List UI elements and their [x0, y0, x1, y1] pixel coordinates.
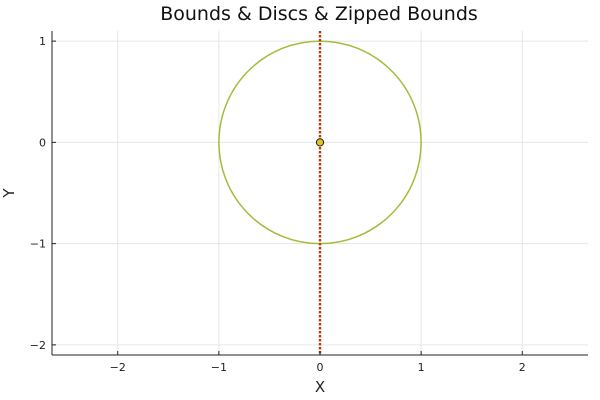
y-tick-label: −1 [30, 238, 46, 251]
bounds-point [315, 138, 325, 147]
x-tick-label: −1 [211, 361, 227, 374]
y-tick-label: 0 [39, 136, 46, 149]
y-axis-label: Y [0, 188, 18, 199]
x-tick-label: 2 [519, 361, 526, 374]
x-tick-label: −2 [110, 361, 126, 374]
x-tick-label: 0 [317, 361, 324, 374]
chart-title: Bounds & Discs & Zipped Bounds [160, 3, 478, 25]
axes: −2 −1 0 1 2 −2 −1 0 1 [30, 31, 588, 374]
x-tick-label: 1 [418, 361, 425, 374]
x-axis-label: X [315, 378, 325, 396]
y-tick-label: −2 [30, 339, 46, 352]
plot-area [218, 31, 422, 355]
y-tick-label: 1 [39, 35, 46, 48]
